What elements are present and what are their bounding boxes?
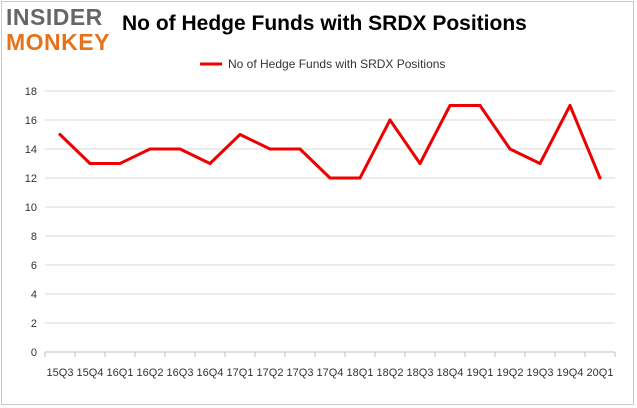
- y-tick-label: 18: [25, 86, 37, 98]
- x-tick-label: 17Q4: [317, 367, 344, 379]
- x-tick-label: 19Q4: [557, 367, 584, 379]
- data-point: [328, 176, 332, 180]
- x-tick-label: 16Q1: [107, 367, 134, 379]
- y-tick-label: 4: [31, 289, 37, 301]
- series-line: [58, 104, 602, 180]
- grid-lines: [45, 90, 615, 324]
- data-point: [238, 133, 242, 136]
- y-tick-label: 0: [31, 347, 37, 359]
- chart-title: No of Hedge Funds with SRDX Positions: [122, 12, 527, 35]
- x-tick-label: 16Q2: [137, 367, 164, 379]
- y-tick-label: 2: [31, 318, 37, 330]
- x-tick-label: 17Q3: [287, 367, 314, 379]
- y-tick-labels: 0 2 4 6 8 10 12 14 16 18: [25, 86, 37, 359]
- x-tick-label: 18Q4: [437, 367, 464, 379]
- insider-monkey-logo: INSIDER MONKEY: [6, 6, 110, 54]
- data-point: [88, 162, 92, 165]
- logo-line-2: MONKEY: [6, 29, 110, 55]
- data-point: [478, 104, 482, 107]
- logo-line-1: INSIDER: [6, 4, 103, 30]
- data-point: [508, 147, 512, 151]
- y-tick-label: 10: [25, 202, 37, 214]
- x-tick-label: 17Q1: [227, 367, 254, 379]
- data-point: [178, 147, 182, 151]
- x-tick-label: 16Q3: [167, 367, 194, 379]
- chart-legend: No of Hedge Funds with SRDX Positions: [200, 57, 445, 71]
- data-point: [58, 133, 62, 136]
- data-point: [208, 162, 212, 165]
- y-tick-label: 14: [25, 144, 37, 156]
- data-point: [448, 104, 452, 107]
- data-point: [598, 176, 602, 180]
- y-tick-label: 16: [25, 115, 37, 127]
- axes: [44, 351, 616, 357]
- data-point: [388, 118, 392, 122]
- x-tick-label: 18Q3: [407, 367, 434, 379]
- data-point: [418, 162, 422, 165]
- x-tick-label: 15Q3: [47, 367, 74, 379]
- data-point: [538, 162, 542, 165]
- x-tick-label: 15Q4: [77, 367, 104, 379]
- y-tick-label: 8: [31, 231, 37, 243]
- data-point: [148, 147, 152, 151]
- series-group: [58, 104, 602, 180]
- x-tick-label: 19Q2: [497, 367, 524, 379]
- x-tick-label: 18Q2: [377, 367, 404, 379]
- x-tick-label: 18Q1: [347, 367, 374, 379]
- x-tick-label: 16Q4: [197, 367, 224, 379]
- legend-label: No of Hedge Funds with SRDX Positions: [228, 57, 445, 71]
- data-point: [358, 176, 362, 180]
- x-tick-labels: 15Q3 15Q4 16Q1 16Q2 16Q3 16Q4 17Q1 17Q2 17Q3 17Q4…: [47, 367, 614, 379]
- x-tick-label: 19Q1: [467, 367, 494, 379]
- y-tick-label: 12: [25, 173, 37, 185]
- data-point: [118, 162, 122, 165]
- data-point: [298, 147, 302, 151]
- x-tick-label: 19Q3: [527, 367, 554, 379]
- data-point: [568, 104, 572, 107]
- x-tick-label: 20Q1: [587, 367, 614, 379]
- y-tick-label: 6: [31, 260, 37, 272]
- data-point: [268, 147, 272, 151]
- x-tick-label: 17Q2: [257, 367, 284, 379]
